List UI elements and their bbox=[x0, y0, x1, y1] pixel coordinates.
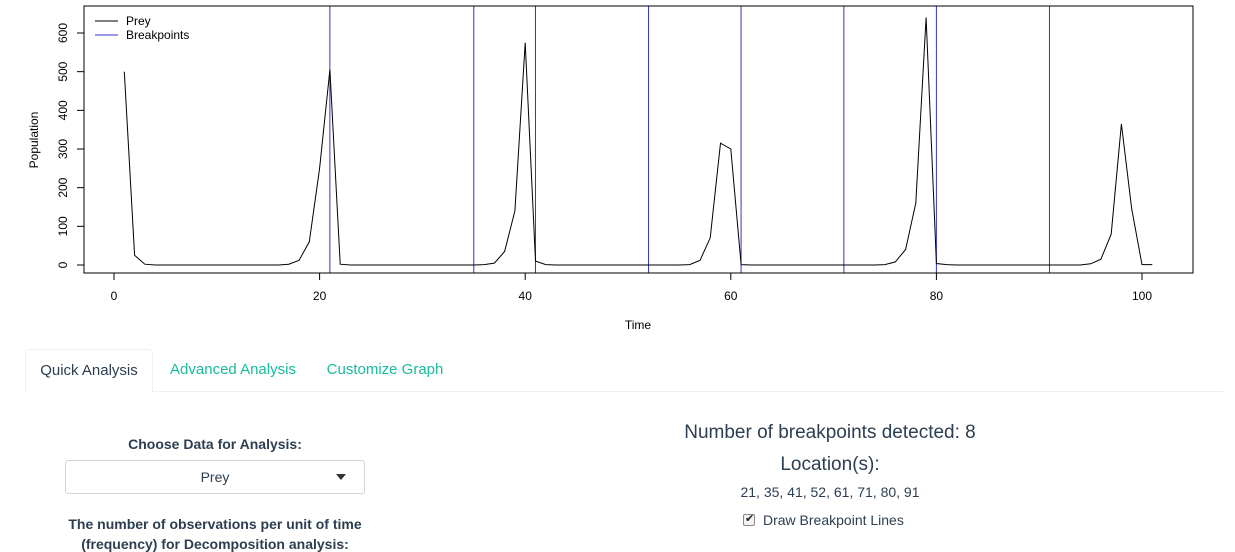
legend: Prey Breakpoints bbox=[95, 14, 189, 42]
choose-data-label: Choose Data for Analysis: bbox=[128, 436, 302, 452]
x-tick-label: 60 bbox=[724, 289, 738, 303]
frequency-label-line1: The number of observations per unit of t… bbox=[68, 516, 362, 532]
data-select-value: Prey bbox=[200, 469, 230, 485]
legend-label-breakpoints: Breakpoints bbox=[126, 28, 189, 42]
y-tick-label: 300 bbox=[56, 139, 70, 159]
y-tick-label: 100 bbox=[56, 216, 70, 236]
data-select[interactable]: Prey bbox=[65, 460, 365, 494]
analysis-tabs: Quick Analysis Advanced Analysis Customi… bbox=[25, 349, 1223, 392]
tab-customize-graph[interactable]: Customize Graph bbox=[326, 361, 444, 378]
frequency-label-line2: (frequency) for Decomposition analysis: bbox=[81, 536, 349, 552]
y-tick-label: 500 bbox=[56, 61, 70, 81]
x-tick-label: 100 bbox=[1132, 289, 1152, 303]
draw-breakpoints-option: Draw Breakpoint Lines bbox=[743, 512, 904, 528]
x-tick-label: 20 bbox=[313, 289, 327, 303]
series-line-prey bbox=[123, 17, 1153, 266]
series-lines bbox=[123, 17, 1153, 266]
breakpoints-count: Number of breakpoints detected: 8 bbox=[684, 422, 976, 443]
x-tick-label: 40 bbox=[519, 289, 533, 303]
y-tick-label: 400 bbox=[56, 100, 70, 120]
draw-breakpoints-label: Draw Breakpoint Lines bbox=[763, 512, 904, 528]
x-axis-label: Time bbox=[625, 318, 652, 332]
x-tick-label: 80 bbox=[930, 289, 944, 303]
tab-quick-analysis[interactable]: Quick Analysis bbox=[25, 349, 153, 392]
chevron-down-icon bbox=[336, 474, 346, 480]
y-tick-label: 0 bbox=[56, 261, 70, 268]
y-tick-label: 600 bbox=[56, 23, 70, 43]
tab-advanced-analysis[interactable]: Advanced Analysis bbox=[170, 361, 296, 378]
y-axis-label: Population bbox=[27, 112, 41, 169]
y-tick-label: 200 bbox=[56, 177, 70, 197]
x-axis: 0 20 40 60 80 100 bbox=[111, 272, 1152, 303]
breakpoint-lines bbox=[329, 6, 1050, 273]
time-series-chart: 0 20 40 60 80 100 0 100 200 300 400 500 600 Time Po… bbox=[27, 5, 1194, 332]
plot-frame bbox=[83, 5, 1194, 274]
y-axis: 0 100 200 300 400 500 600 bbox=[56, 23, 85, 268]
location-values: 21, 35, 41, 52, 61, 71, 80, 91 bbox=[740, 484, 920, 500]
legend-label-prey: Prey bbox=[126, 14, 151, 28]
x-tick-label: 0 bbox=[111, 289, 118, 303]
location-label: Location(s): bbox=[780, 454, 880, 475]
draw-breakpoints-checkbox[interactable] bbox=[743, 512, 755, 526]
